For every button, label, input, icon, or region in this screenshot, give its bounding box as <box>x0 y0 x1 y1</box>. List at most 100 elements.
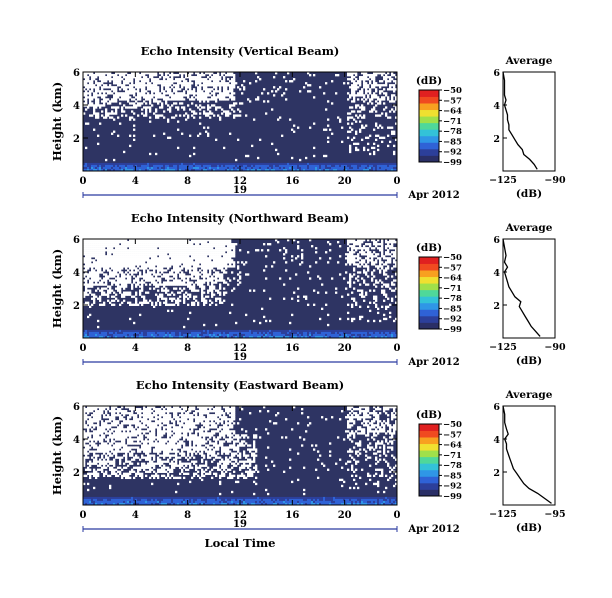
heatmap-cell <box>321 164 324 168</box>
heatmap-cell-empty <box>91 76 94 79</box>
heatmap-cell-empty <box>107 259 110 262</box>
heatmap-cell-empty <box>387 116 390 119</box>
heatmap-cell <box>275 335 278 339</box>
heatmap-cell-empty <box>137 92 140 95</box>
heatmap-cell <box>177 333 180 337</box>
heatmap-cell <box>207 162 210 166</box>
heatmap-cell-empty <box>165 88 168 91</box>
heatmap-cell-empty <box>123 275 126 278</box>
heatmap-cell <box>229 333 232 337</box>
heatmap-cell-empty <box>207 243 210 246</box>
heatmap-cell-empty <box>127 80 130 83</box>
heatmap-cell-empty <box>125 247 128 250</box>
heatmap-cell-empty <box>151 78 154 81</box>
heatmap-cell <box>131 331 134 335</box>
heatmap-cell-empty <box>105 112 108 115</box>
heatmap-cell-empty <box>391 130 394 133</box>
heatmap-cell-empty <box>355 104 358 107</box>
heatmap-cell <box>135 335 138 339</box>
heatmap-cell-empty <box>117 257 120 260</box>
heatmap-cell-empty <box>219 118 222 121</box>
heatmap-cell <box>91 329 94 333</box>
heatmap-cell <box>225 162 228 166</box>
heatmap-cell-empty <box>143 299 146 302</box>
heatmap-cell-empty <box>297 287 300 290</box>
heatmap-cell <box>193 162 196 166</box>
heatmap-cell-empty <box>189 253 192 256</box>
heatmap-cell-empty <box>141 88 144 91</box>
heatmap-cell <box>275 329 278 333</box>
heatmap-cell-empty <box>103 84 106 87</box>
heatmap-cell <box>115 168 118 172</box>
heatmap-cell-empty <box>167 293 170 296</box>
heatmap-cell-empty <box>213 259 216 262</box>
heatmap-cell-empty <box>153 134 156 137</box>
heatmap-cell-empty <box>229 259 232 262</box>
heatmap-cell <box>197 331 200 335</box>
colorbar-tick-label: −64 <box>443 107 462 117</box>
heatmap-cell <box>379 329 382 333</box>
heatmap-cell-empty <box>393 130 396 133</box>
heatmap-cell <box>317 329 320 333</box>
heatmap-cell-empty <box>175 257 178 260</box>
heatmap-cell <box>213 166 216 170</box>
heatmap-cell-empty <box>371 257 374 260</box>
heatmap-cell-empty <box>111 257 114 260</box>
heatmap-cell-empty <box>139 249 142 252</box>
heatmap-cell-empty <box>365 249 368 252</box>
heatmap-cell-empty <box>101 287 104 290</box>
heatmap-cell-empty <box>335 287 338 290</box>
heatmap-cell-empty <box>349 112 352 115</box>
heatmap-cell <box>87 333 90 337</box>
heatmap-cell-empty <box>87 245 90 248</box>
heatmap-cell <box>313 329 316 333</box>
heatmap-cell-empty <box>381 255 384 258</box>
heatmap-cell-empty <box>381 112 384 115</box>
heatmap-cell-empty <box>231 271 234 274</box>
heatmap-cell-empty <box>367 261 370 264</box>
heatmap-cell <box>375 166 378 170</box>
heatmap-cell-empty <box>303 86 306 89</box>
heatmap-cell-empty <box>361 293 364 296</box>
heatmap-cell-empty <box>163 275 166 278</box>
heatmap-cell-empty <box>203 245 206 248</box>
heatmap-cell-empty <box>189 251 192 254</box>
heatmap-cell <box>157 162 160 166</box>
heatmap-cell-empty <box>283 92 286 95</box>
heatmap-cell <box>333 335 336 339</box>
heatmap-cell <box>185 329 188 333</box>
heatmap-cell-empty <box>209 267 212 270</box>
heatmap-cell <box>163 164 166 168</box>
heatmap-cell <box>179 335 182 339</box>
heatmap-cell-empty <box>127 279 130 282</box>
heatmap-cell <box>311 164 314 168</box>
heatmap-cell-empty <box>163 80 166 83</box>
heatmap-cell-empty <box>115 80 118 83</box>
heatmap-cell-empty <box>373 295 376 298</box>
heatmap-cell-empty <box>135 277 138 280</box>
heatmap-cell-empty <box>173 90 176 93</box>
heatmap-cell-empty <box>113 82 116 85</box>
heatmap-cell-empty <box>271 265 274 268</box>
heatmap-cell <box>139 333 142 337</box>
heatmap-cell-empty <box>363 72 366 75</box>
heatmap-cell <box>93 162 96 166</box>
heatmap-cell-empty <box>143 72 146 75</box>
heatmap-cell-empty <box>351 128 354 131</box>
heatmap-cell-empty <box>185 295 188 298</box>
heatmap-cell <box>193 335 196 339</box>
heatmap-cell-empty <box>367 94 370 97</box>
heatmap-cell-empty <box>109 241 112 244</box>
heatmap-cell <box>289 329 292 333</box>
heatmap-cell <box>91 331 94 335</box>
heatmap-cell-empty <box>103 92 106 95</box>
heatmap-cell <box>143 164 146 168</box>
heatmap-cell <box>247 333 250 337</box>
heatmap-cell-empty <box>363 114 366 117</box>
heatmap-cell-empty <box>135 271 138 274</box>
heatmap-cell-empty <box>167 76 170 79</box>
heatmap-cell <box>257 329 260 333</box>
heatmap-cell-empty <box>125 293 128 296</box>
heatmap-cell-empty <box>199 259 202 262</box>
heatmap-cell <box>283 166 286 170</box>
